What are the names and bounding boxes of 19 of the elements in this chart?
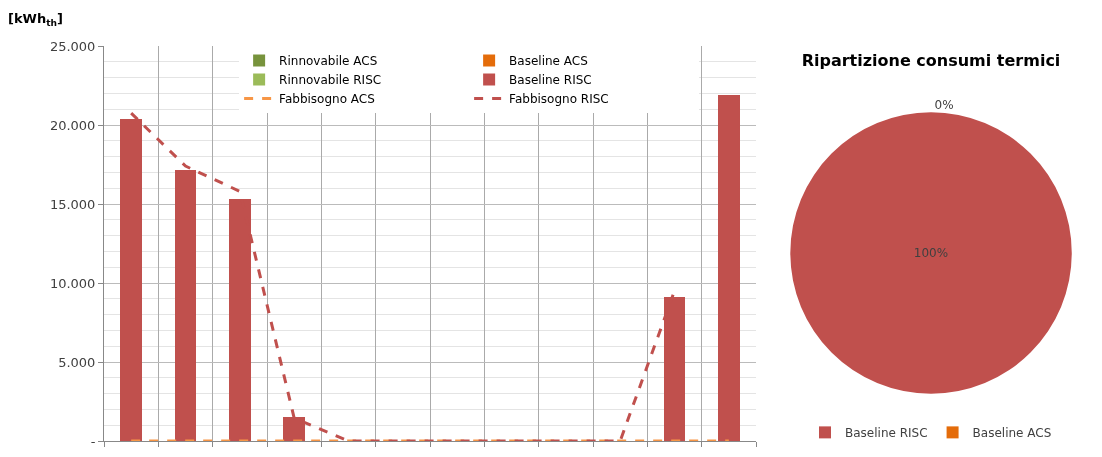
legend-label: Baseline RISC — [845, 426, 928, 441]
legend-label: Rinnovabile ACS — [279, 54, 378, 69]
chart-title: Ripartizione consumi termici — [801, 51, 1061, 71]
y-tick-label: 15.000 — [49, 196, 96, 212]
data-label: 100% — [913, 246, 949, 261]
y-tick-label: 10.000 — [49, 275, 96, 291]
legend-label: Rinnovabile RISC — [279, 73, 382, 88]
legend-label: Baseline RISC — [509, 73, 592, 88]
legend-label: Fabbisogno ACS — [279, 92, 375, 107]
y-tick-label: 25.000 — [49, 38, 96, 54]
legend-label: Baseline ACS — [972, 426, 1052, 441]
text: 0% — [934, 98, 954, 113]
y-tick-label: 5.000 — [58, 354, 96, 370]
bar — [717, 94, 740, 441]
legend-label: Fabbisogno RISC — [509, 92, 609, 107]
y-tick-label: - — [90, 433, 96, 449]
y-tick-label: 20.000 — [49, 117, 96, 133]
legend-label: Baseline ACS — [509, 54, 588, 69]
y-axis-title: [kWh$_{th}$] — [8, 11, 63, 28]
